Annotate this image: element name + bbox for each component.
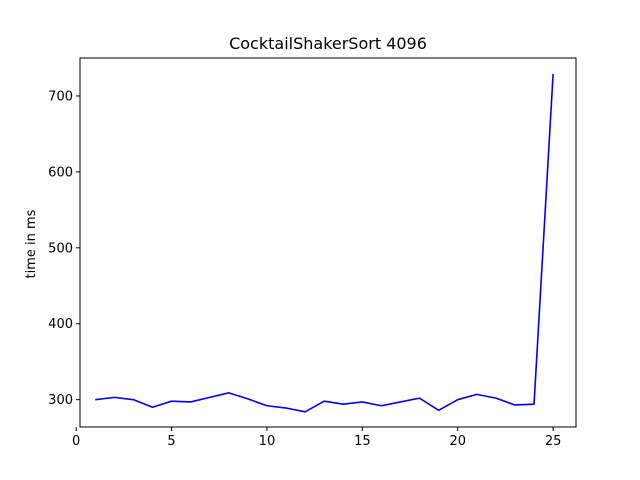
y-tick-label: 300 [48,393,73,408]
series-line-1 [95,73,554,413]
y-tick-label: 700 [48,89,73,104]
x-tick-label: 0 [72,434,80,449]
x-tick-label: 25 [545,434,562,449]
y-tick-label: 600 [48,165,73,180]
x-tick-label: 15 [354,434,371,449]
y-axis-label: time in ms [24,209,39,278]
x-axis: 0 5 10 15 20 25 [72,427,561,449]
y-axis: 300 400 500 600 700 [48,89,80,408]
x-tick-label: 5 [167,434,175,449]
y-tick-label: 500 [48,241,73,256]
y-tick-label: 400 [48,317,73,332]
x-tick-label: 20 [449,434,466,449]
plot-area [95,73,554,413]
chart-title: CocktailShakerSort 4096 [229,34,427,53]
axes-frame [79,57,577,428]
x-tick-label: 10 [259,434,276,449]
